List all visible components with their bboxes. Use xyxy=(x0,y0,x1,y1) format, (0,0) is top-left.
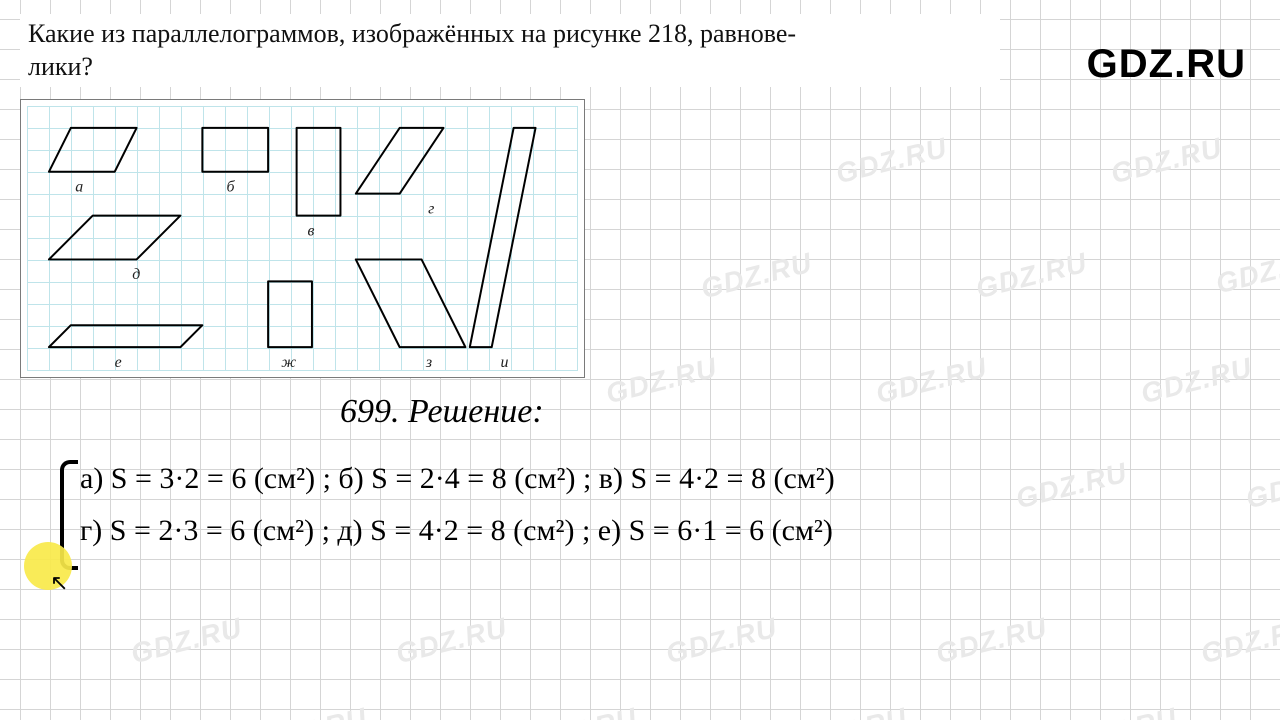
shape-zh xyxy=(268,281,312,347)
shape-label-zh: ж xyxy=(281,354,296,371)
shape-g xyxy=(356,128,444,194)
shape-b xyxy=(202,128,268,172)
shape-label-d: д xyxy=(132,266,140,283)
parallelograms-svg: а б в г д е ж з и xyxy=(27,106,578,372)
shape-e xyxy=(49,325,202,347)
shape-label-a: а xyxy=(75,178,83,195)
cursor-arrow: ↖ xyxy=(50,570,68,596)
shape-d xyxy=(49,216,181,260)
shape-label-e: е xyxy=(115,354,122,371)
shape-a xyxy=(49,128,137,172)
question-line1: Какие из параллелограммов, изображённых … xyxy=(28,19,796,48)
question-text: Какие из параллелограммов, изображённых … xyxy=(20,14,1000,87)
solution-title: 699. Решение: xyxy=(340,393,544,431)
figure-grid: а б в г д е ж з и xyxy=(27,106,578,371)
figure-218: а б в г д е ж з и xyxy=(20,99,585,378)
solution-line-2: г) S = 2·3 = 6 (см²) ; д) S = 4·2 = 8 (с… xyxy=(80,514,833,548)
shape-label-z: з xyxy=(425,354,432,371)
shape-label-i: и xyxy=(500,354,508,371)
shape-label-v: в xyxy=(308,222,315,239)
shape-label-b: б xyxy=(226,178,235,195)
shape-z xyxy=(356,259,466,347)
shape-v xyxy=(297,128,341,216)
site-logo: GDZ.RU xyxy=(1087,42,1246,87)
shape-label-g: г xyxy=(428,200,434,217)
shape-i xyxy=(470,128,536,347)
question-line2: лики? xyxy=(28,52,93,81)
solution-line-1: а) S = 3·2 = 6 (см²) ; б) S = 2·4 = 8 (с… xyxy=(80,462,835,496)
